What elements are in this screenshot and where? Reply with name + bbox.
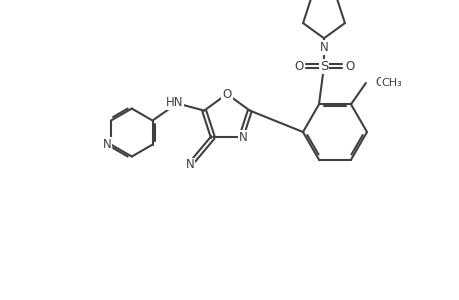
Text: N: N (238, 131, 247, 144)
Text: O: O (222, 88, 231, 100)
Text: O: O (375, 76, 384, 89)
Text: N: N (102, 138, 111, 151)
Text: N: N (185, 158, 194, 172)
Text: O: O (345, 60, 354, 73)
Text: HN: HN (165, 96, 183, 109)
Text: S: S (319, 60, 327, 73)
Text: O: O (294, 60, 303, 73)
Text: N: N (319, 41, 328, 54)
Text: CH₃: CH₃ (381, 78, 402, 88)
